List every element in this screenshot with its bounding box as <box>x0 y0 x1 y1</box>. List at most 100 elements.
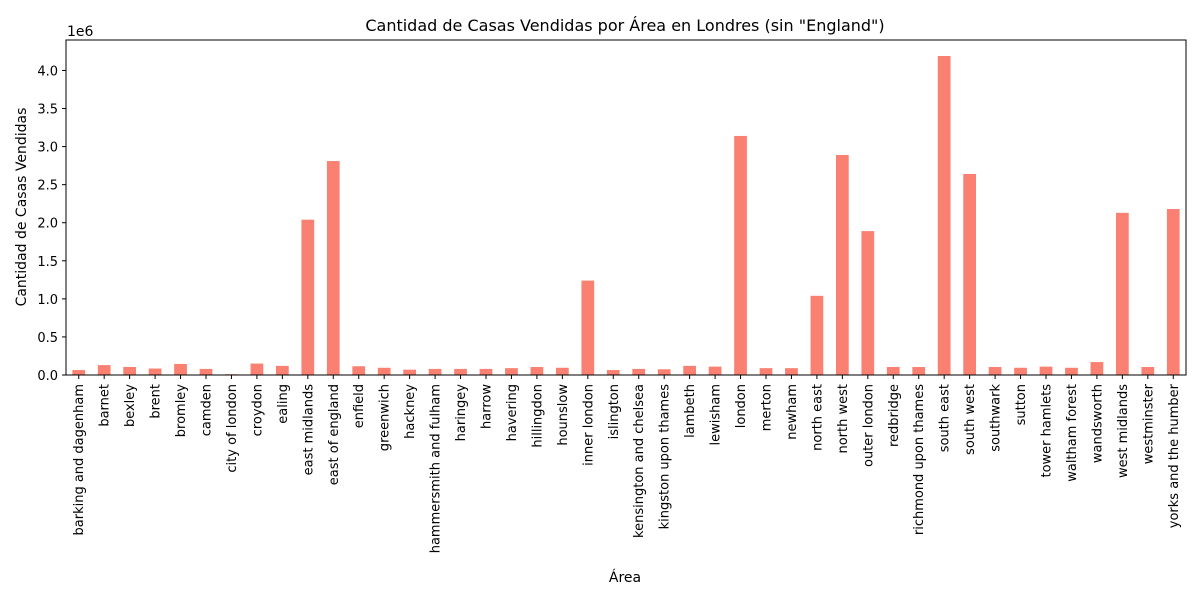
bar <box>403 369 416 375</box>
x-tick-label: sutton <box>1014 384 1029 425</box>
x-tick-label: outer london <box>861 384 876 467</box>
y-tick-label: 2.5 <box>37 179 58 194</box>
bar <box>785 368 798 375</box>
x-tick-label: barnet <box>98 384 113 427</box>
bar <box>810 295 824 375</box>
x-tick-label: redbridge <box>887 384 902 447</box>
y-tick-label: 3.5 <box>37 103 58 118</box>
x-tick-label: enfield <box>352 384 367 428</box>
x-tick-label: ealing <box>276 384 291 424</box>
x-tick-label: southwark <box>989 384 1004 452</box>
bar <box>505 368 518 375</box>
chart-title: Cantidad de Casas Vendidas por Área en L… <box>365 16 884 35</box>
x-tick-label: merton <box>760 384 775 431</box>
x-tick-label: richmond upon thames <box>912 384 927 535</box>
bar <box>988 367 1002 375</box>
bar <box>759 368 773 375</box>
x-tick-label: camden <box>200 384 215 436</box>
x-tick-label: east midlands <box>301 384 316 476</box>
bar <box>683 365 696 375</box>
y-axis-label: Cantidad de Casas Vendidas <box>14 108 30 307</box>
bar <box>886 367 900 375</box>
x-tick-label: west midlands <box>1116 384 1131 478</box>
bar <box>556 367 569 375</box>
bar <box>1039 366 1053 376</box>
bar <box>97 365 111 375</box>
x-tick-label: yorks and the humber <box>1167 383 1182 528</box>
x-tick-label: east of england <box>327 384 342 485</box>
bar <box>530 367 544 375</box>
x-tick-label: lewisham <box>709 384 724 446</box>
y-axis: 0.0 0.5 1.0 1.5 2.0 2.5 3.0 3.5 4.0 <box>37 64 66 384</box>
bar <box>250 363 264 375</box>
bar <box>1014 367 1027 375</box>
x-tick-label: hillingdon <box>530 384 545 448</box>
x-tick-label: westminster <box>1141 383 1156 464</box>
y-tick-label: 0.5 <box>37 331 58 346</box>
y-tick-label: 1.0 <box>37 293 58 308</box>
x-tick-label: city of london <box>225 384 240 473</box>
x-tick-label: newham <box>785 384 800 440</box>
bar <box>912 367 926 375</box>
x-tick-label: hackney <box>403 384 418 439</box>
bar <box>963 174 976 375</box>
bar <box>632 368 646 375</box>
x-tick-label: hammersmith and fulham <box>429 384 444 553</box>
bar <box>734 135 747 375</box>
x-tick-label: croydon <box>250 384 265 436</box>
bar <box>861 231 875 375</box>
bar <box>454 368 467 375</box>
bar <box>72 370 86 375</box>
x-tick-label: inner london <box>581 384 596 466</box>
bar <box>326 161 340 375</box>
x-tick-label: bromley <box>174 384 189 438</box>
bar <box>174 363 187 375</box>
x-tick-label: hounslow <box>556 384 571 446</box>
x-tick-label: lambeth <box>683 384 698 438</box>
x-tick-label: waltham forest <box>1065 384 1080 482</box>
bar <box>1116 212 1129 375</box>
bar <box>708 366 722 376</box>
x-tick-label: south east <box>938 384 953 452</box>
x-tick-label: havering <box>505 384 520 441</box>
x-tick-label: haringey <box>454 384 469 442</box>
plot-frame <box>65 39 1187 376</box>
y-tick-label: 4.0 <box>37 64 58 79</box>
x-tick-label: kensington and chelsea <box>632 384 647 538</box>
bar <box>301 219 315 375</box>
x-tick-label: kingston upon thames <box>658 384 673 530</box>
x-tick-label: tower hamlets <box>1040 384 1055 478</box>
y-offset-label: 1e6 <box>67 24 94 40</box>
y-tick-label: 3.0 <box>37 141 58 156</box>
x-tick-label: north east <box>810 384 825 451</box>
bar <box>148 368 162 375</box>
bars-group <box>72 55 1180 376</box>
bar <box>1065 367 1078 375</box>
x-tick-label: brent <box>149 384 164 419</box>
bar <box>657 369 671 375</box>
y-tick-label: 2.0 <box>37 217 58 232</box>
bar <box>377 367 391 375</box>
bar <box>199 368 213 375</box>
bar <box>1090 362 1104 375</box>
bar <box>479 368 493 375</box>
bar <box>123 367 136 375</box>
bar <box>606 370 620 375</box>
x-tick-label: greenwich <box>378 384 393 451</box>
x-tick-label: london <box>734 384 749 428</box>
x-tick-label: south west <box>963 384 978 455</box>
bar <box>276 365 289 375</box>
x-tick-label: north west <box>836 384 851 454</box>
bar <box>1166 209 1180 375</box>
bar <box>581 280 595 375</box>
bar <box>428 368 442 375</box>
y-tick-label: 0.0 <box>37 369 58 384</box>
x-axis-label: Área <box>609 569 641 586</box>
bar <box>1141 367 1155 375</box>
bar <box>352 366 366 375</box>
x-tick-label: bexley <box>123 384 138 427</box>
bar <box>937 55 951 376</box>
bar <box>836 154 849 375</box>
x-tick-label: barking and dagenham <box>72 384 87 536</box>
